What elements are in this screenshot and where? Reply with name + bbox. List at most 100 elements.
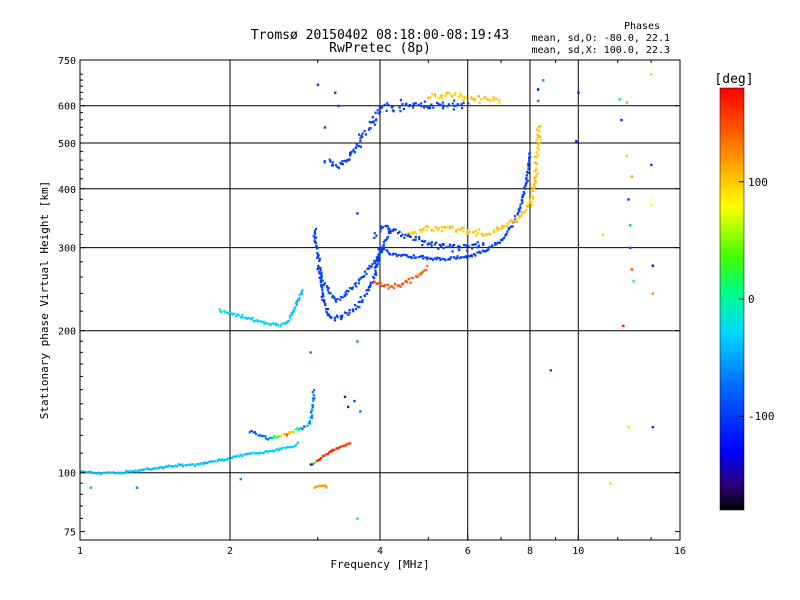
echo-point (326, 452, 330, 456)
echo-point (529, 198, 532, 201)
echo-point (333, 319, 337, 322)
echo-point (313, 233, 317, 236)
echo-point (458, 245, 462, 249)
echo-point (396, 254, 399, 258)
echo-point (355, 145, 358, 148)
echo-point (478, 244, 481, 247)
echo-point (481, 234, 485, 237)
echo-point (333, 296, 336, 299)
echo-point (359, 410, 362, 413)
echo-point (488, 232, 491, 236)
echo-point (415, 274, 418, 277)
echo-point (528, 160, 531, 163)
echo-point (515, 220, 519, 223)
echo-point (374, 111, 377, 114)
echo-point (321, 291, 324, 294)
echo-point (295, 300, 299, 303)
echo-point (241, 454, 244, 457)
echo-point (356, 517, 359, 520)
echo-point (333, 448, 336, 452)
echo-point (110, 471, 113, 474)
echo-point (495, 226, 498, 229)
echo-point (321, 288, 324, 291)
echo-point (453, 104, 456, 108)
echo-point (378, 253, 381, 256)
echo-point (295, 303, 298, 307)
echo-point (138, 469, 141, 472)
echo-point (165, 465, 168, 468)
echo-point (354, 304, 357, 307)
echo-point (424, 225, 427, 228)
echo-point (374, 271, 377, 274)
echo-point (520, 214, 523, 217)
echo-point (295, 443, 298, 446)
echo-point (404, 253, 407, 257)
echo-point (403, 236, 406, 239)
echo-point (510, 225, 513, 228)
echo-point (161, 467, 165, 470)
echo-point (447, 91, 451, 94)
echo-point (277, 449, 281, 452)
echo-point (365, 289, 368, 292)
echo-point (441, 107, 445, 110)
echo-point (472, 252, 476, 256)
echo-point (377, 281, 380, 285)
echo-point (439, 94, 442, 97)
echo-point (320, 274, 323, 277)
echo-point (260, 434, 263, 438)
echo-point (291, 311, 294, 314)
echo-point (459, 92, 462, 95)
echo-point (491, 245, 494, 248)
echo-point (180, 463, 184, 466)
echo-point (316, 268, 319, 271)
echo-point (287, 319, 290, 323)
echo-point (409, 235, 412, 238)
echo-point (482, 243, 485, 247)
echo-point (502, 236, 506, 240)
echo-point (477, 95, 481, 98)
echo-point (465, 244, 468, 247)
echo-point (344, 444, 347, 447)
echo-point (266, 450, 269, 454)
echo-point (392, 110, 395, 113)
echo-point (375, 259, 378, 263)
echo-point (439, 258, 442, 261)
echo-point (427, 226, 430, 229)
echo-point (440, 96, 443, 100)
echo-point (285, 434, 288, 437)
echo-point (393, 282, 397, 285)
echo-point (348, 308, 351, 312)
echo-point (363, 130, 366, 133)
echo-point (417, 275, 420, 278)
echo-point (353, 151, 357, 154)
echo-point (191, 463, 195, 466)
echo-point (601, 233, 605, 236)
echo-point (239, 316, 243, 319)
echo-point (492, 96, 495, 99)
echo-point (301, 289, 304, 292)
echo-point (280, 323, 283, 326)
echo-point (331, 163, 334, 167)
echo-point (291, 430, 294, 433)
echo-point (439, 103, 442, 106)
echo-point (321, 292, 325, 296)
echo-point (400, 234, 403, 238)
echo-point (379, 230, 382, 233)
echo-point (151, 467, 155, 471)
echo-point (372, 121, 375, 124)
echo-point (430, 103, 433, 106)
echo-point (478, 228, 481, 231)
echo-point (385, 249, 388, 252)
echo-point (290, 313, 293, 316)
echo-point (479, 98, 482, 101)
echo-point (354, 307, 358, 311)
echo-point (327, 291, 330, 294)
echo-point (308, 420, 311, 423)
echo-point (418, 235, 421, 239)
echo-point (422, 269, 426, 272)
y-tick-label: 100 (58, 469, 76, 480)
echo-point (271, 449, 274, 452)
echo-point (378, 107, 381, 110)
echo-point (336, 297, 339, 301)
echo-point (450, 93, 453, 96)
